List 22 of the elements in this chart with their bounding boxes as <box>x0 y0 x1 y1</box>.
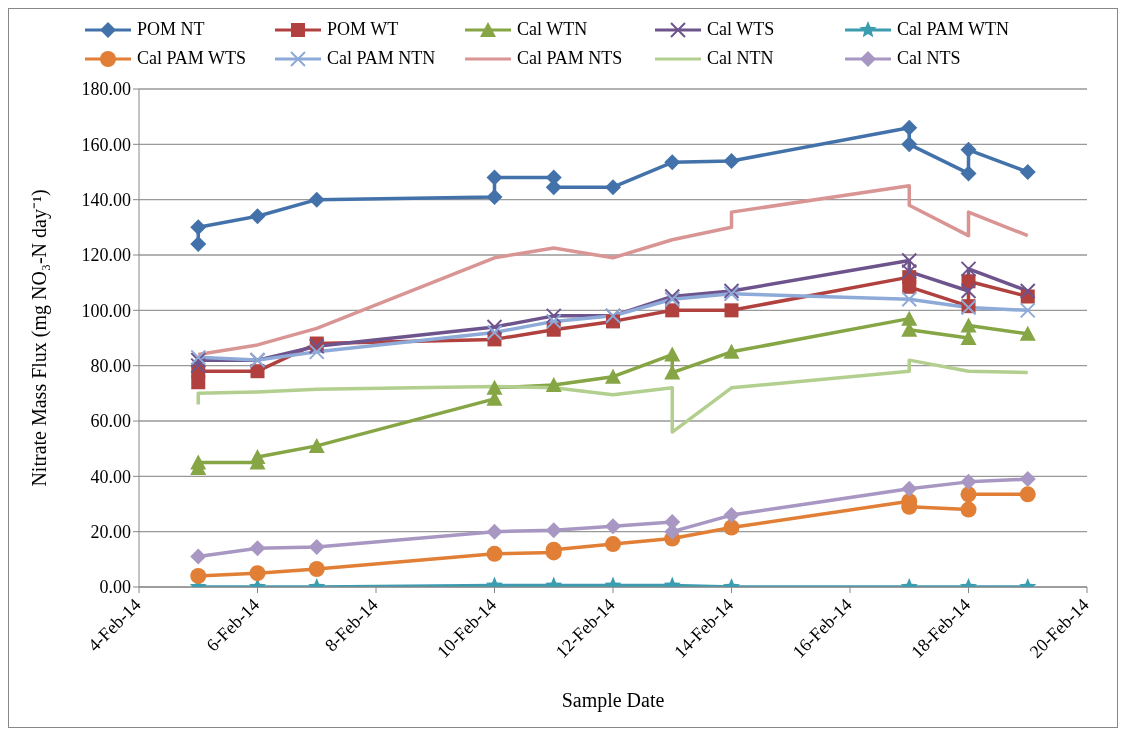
legend-label: Cal PAM NTN <box>327 48 436 69</box>
legend-label: POM WT <box>327 19 399 40</box>
legend-label: Cal WTN <box>517 19 588 40</box>
y-tick-label: 140.00 <box>81 190 131 211</box>
legend-label: Cal PAM NTS <box>517 48 623 69</box>
y-tick-label: 160.00 <box>81 134 131 155</box>
y-tick-label: 100.00 <box>81 300 131 321</box>
legend-label: Cal PAM WTS <box>137 48 247 69</box>
y-axis-title: Nitrate Mass Flux (mg NO₃-N day⁻¹) <box>28 189 52 487</box>
y-tick-label: 20.00 <box>90 522 131 543</box>
y-tick-label: 40.00 <box>90 466 131 487</box>
y-tick-label: 60.00 <box>90 411 131 432</box>
legend-label: Cal WTS <box>707 19 775 40</box>
y-tick-label: 120.00 <box>81 245 131 266</box>
y-tick-label: 80.00 <box>90 356 131 377</box>
legend-label: POM NT <box>137 19 205 40</box>
legend-label: Cal PAM WTN <box>897 19 1010 40</box>
x-axis-title: Sample Date <box>561 689 665 712</box>
y-tick-label: 180.00 <box>81 79 131 100</box>
legend-label: Cal NTS <box>897 48 961 69</box>
y-tick-label: 0.00 <box>99 577 131 598</box>
legend-label: Cal NTN <box>707 48 774 69</box>
